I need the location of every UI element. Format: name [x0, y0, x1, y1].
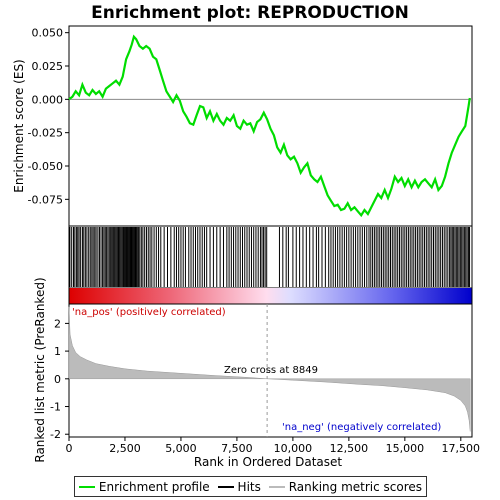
es-y-tick-label: 0.025	[32, 60, 64, 73]
x-tick-label: 17,500	[442, 442, 481, 455]
x-tick-label: 2,500	[109, 442, 141, 455]
chart-legend: Enrichment profile Hits Ranking metric s…	[74, 476, 427, 497]
metric-axis-label: Ranked list metric (PreRanked)	[33, 277, 47, 462]
es-y-tick-label: 0.000	[32, 93, 64, 106]
metric-y-tick-label: 1	[54, 345, 61, 358]
es-axis-label: Enrichment score (ES)	[12, 59, 26, 192]
zero-cross-label: Zero cross at 8849	[224, 365, 318, 376]
es-y-tick-label: -0.075	[28, 193, 63, 206]
x-tick-label: 0	[66, 442, 73, 455]
enrichment-profile-line	[68, 34, 471, 218]
chart-title: Enrichment plot: REPRODUCTION	[91, 3, 409, 23]
hits-layer	[69, 227, 471, 287]
x-tick-label: 10,000	[274, 442, 313, 455]
axes-layer: 0 2,500 5,000 7,500 10,000 12,500 15,000 17,500…	[28, 27, 481, 455]
metric-y-tick-label: 2	[54, 317, 61, 330]
legend-swatch-enrichment	[78, 485, 95, 488]
legend-swatch-metric	[268, 485, 285, 488]
x-axis-label: Rank in Ordered Dataset	[194, 455, 342, 469]
metric-y-tick-label: -1	[50, 401, 61, 414]
legend-item-enrichment: Enrichment profile	[78, 479, 210, 494]
pos-label: 'na_pos' (positively correlated)	[72, 307, 226, 318]
rank-color-bar	[69, 288, 472, 304]
legend-label-enrichment: Enrichment profile	[98, 479, 210, 494]
legend-label-hits: Hits	[237, 479, 261, 494]
neg-label: 'na_neg' (negatively correlated)	[282, 422, 441, 433]
es-y-tick-label: 0.050	[32, 27, 64, 40]
ranking-metric-area	[68, 306, 471, 432]
legend-item-hits: Hits	[217, 479, 261, 494]
x-tick-label: 5,000	[165, 442, 197, 455]
metric-y-tick-label: 0	[54, 373, 61, 386]
metric-y-tick-label: -2	[50, 428, 61, 441]
x-tick-label: 15,000	[386, 442, 425, 455]
legend-item-metric: Ranking metric scores	[268, 479, 423, 494]
es-y-tick-label: -0.025	[28, 127, 63, 140]
metric-layer	[68, 304, 471, 437]
x-tick-label: 12,500	[330, 442, 369, 455]
legend-swatch-hits	[217, 485, 234, 488]
es-layer	[68, 34, 472, 218]
x-tick-label: 7,500	[221, 442, 253, 455]
es-y-tick-label: -0.050	[28, 160, 63, 173]
legend-label-metric: Ranking metric scores	[288, 479, 423, 494]
